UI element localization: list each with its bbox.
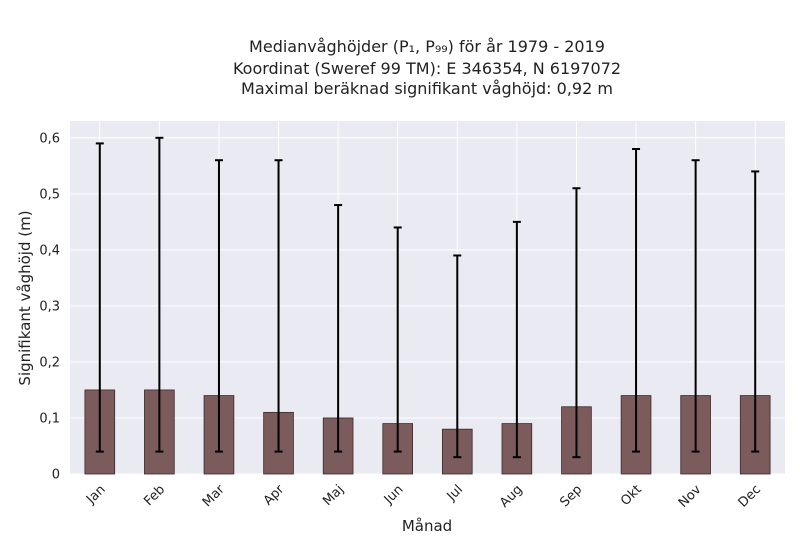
error-bars bbox=[95, 136, 760, 459]
y-tick-labels: 0 0,1 0,2 0,3 0,4 0,5 0,6 bbox=[39, 131, 60, 482]
x-tick-label: Dec bbox=[736, 482, 764, 510]
x-tick-labels: Jan Feb Mar Apr Maj Jun Jul Aug Sep Okt Nov Dec bbox=[83, 482, 764, 511]
chart-title-line-2: Koordinat (Sweref 99 TM): E 346354, N 61… bbox=[233, 59, 621, 78]
y-tick-label: 0,1 bbox=[39, 411, 60, 426]
x-tick-label: Apr bbox=[261, 482, 288, 509]
y-tick-label: 0,6 bbox=[39, 131, 60, 146]
y-tick-label: 0,3 bbox=[39, 299, 60, 314]
x-tick-label: Jun bbox=[381, 482, 407, 508]
y-tick-label: 0,4 bbox=[39, 243, 60, 258]
x-tick-label: Mar bbox=[200, 482, 228, 510]
x-tick-label: Sep bbox=[557, 482, 585, 510]
x-tick-label: Jan bbox=[83, 482, 108, 507]
x-tick-label: Okt bbox=[618, 482, 645, 509]
x-axis-label: Månad bbox=[402, 517, 452, 535]
chart-title-line-3: Maximal beräknad signifikant våghöjd: 0,… bbox=[241, 79, 613, 98]
x-tick-label: Feb bbox=[141, 482, 168, 509]
x-tick-label: Nov bbox=[676, 482, 705, 511]
x-tick-label: Aug bbox=[497, 482, 526, 511]
plot-background bbox=[70, 121, 785, 474]
y-tick-label: 0 bbox=[52, 468, 60, 483]
x-tick-label: Jul bbox=[444, 482, 466, 504]
y-tick-label: 0,2 bbox=[39, 355, 60, 370]
y-axis-label: Signifikant våghöjd (m) bbox=[16, 210, 34, 385]
x-tick-label: Maj bbox=[320, 482, 347, 509]
chart-title-line-1: Medianvåghöjder (P₁, P₉₉) för år 1979 - … bbox=[249, 37, 605, 56]
y-tick-label: 0,5 bbox=[39, 187, 60, 202]
